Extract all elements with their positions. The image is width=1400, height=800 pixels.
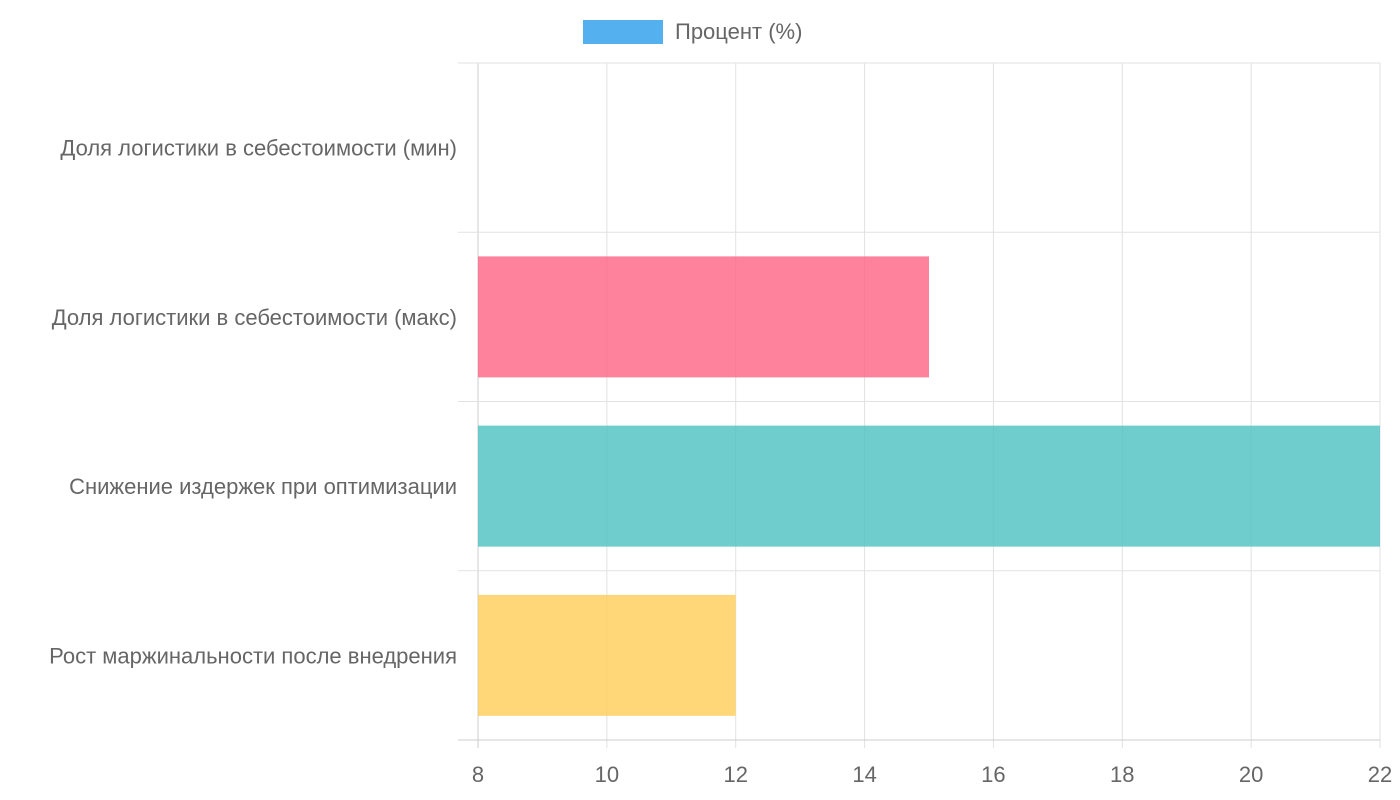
bar-layer [478,256,1380,716]
bar[interactable] [478,256,929,378]
x-tick-label: 18 [1110,762,1134,787]
category-label: Доля логистики в себестоимости (макс) [52,305,457,330]
grid-layer [458,62,1381,748]
x-tick-label: 22 [1368,762,1392,787]
legend[interactable]: Процент (%) [583,19,802,44]
axis-layer: 8 10 12 14 16 18 20 22 Доля логистики в себестои… [49,136,1392,787]
x-tick-label: 16 [981,762,1005,787]
legend-swatch[interactable] [583,20,663,44]
category-label: Снижение издержек при оптимизации [69,474,457,499]
x-tick-label: 10 [595,762,619,787]
x-tick-label: 8 [472,762,484,787]
x-tick-label: 14 [852,762,876,787]
x-tick-label: 12 [723,762,747,787]
category-label: Рост маржинальности после внедрения [49,643,457,668]
legend-label[interactable]: Процент (%) [675,19,802,44]
bar[interactable] [478,425,1380,547]
bar[interactable] [478,594,736,716]
x-tick-label: 20 [1239,762,1263,787]
category-label: Доля логистики в себестоимости (мин) [60,136,457,161]
